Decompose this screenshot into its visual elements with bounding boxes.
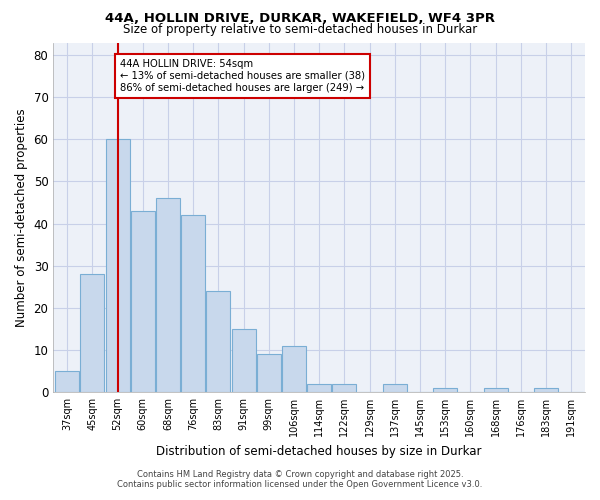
Bar [181,215,205,392]
Text: Size of property relative to semi-detached houses in Durkar: Size of property relative to semi-detach… [123,24,477,36]
Bar [131,211,155,392]
Bar [484,388,508,392]
Text: Contains HM Land Registry data © Crown copyright and database right 2025.
Contai: Contains HM Land Registry data © Crown c… [118,470,482,489]
Y-axis label: Number of semi-detached properties: Number of semi-detached properties [15,108,28,326]
Bar [433,388,457,392]
Bar [206,291,230,392]
Bar [534,388,558,392]
Bar [332,384,356,392]
Bar [257,354,281,392]
Bar [80,274,104,392]
Text: 44A, HOLLIN DRIVE, DURKAR, WAKEFIELD, WF4 3PR: 44A, HOLLIN DRIVE, DURKAR, WAKEFIELD, WF… [105,12,495,26]
Bar [156,198,180,392]
Bar [282,346,306,392]
Bar [232,329,256,392]
Bar [307,384,331,392]
Bar [383,384,407,392]
Text: 44A HOLLIN DRIVE: 54sqm
← 13% of semi-detached houses are smaller (38)
86% of se: 44A HOLLIN DRIVE: 54sqm ← 13% of semi-de… [120,60,365,92]
Bar [55,371,79,392]
Bar [106,140,130,392]
X-axis label: Distribution of semi-detached houses by size in Durkar: Distribution of semi-detached houses by … [157,444,482,458]
